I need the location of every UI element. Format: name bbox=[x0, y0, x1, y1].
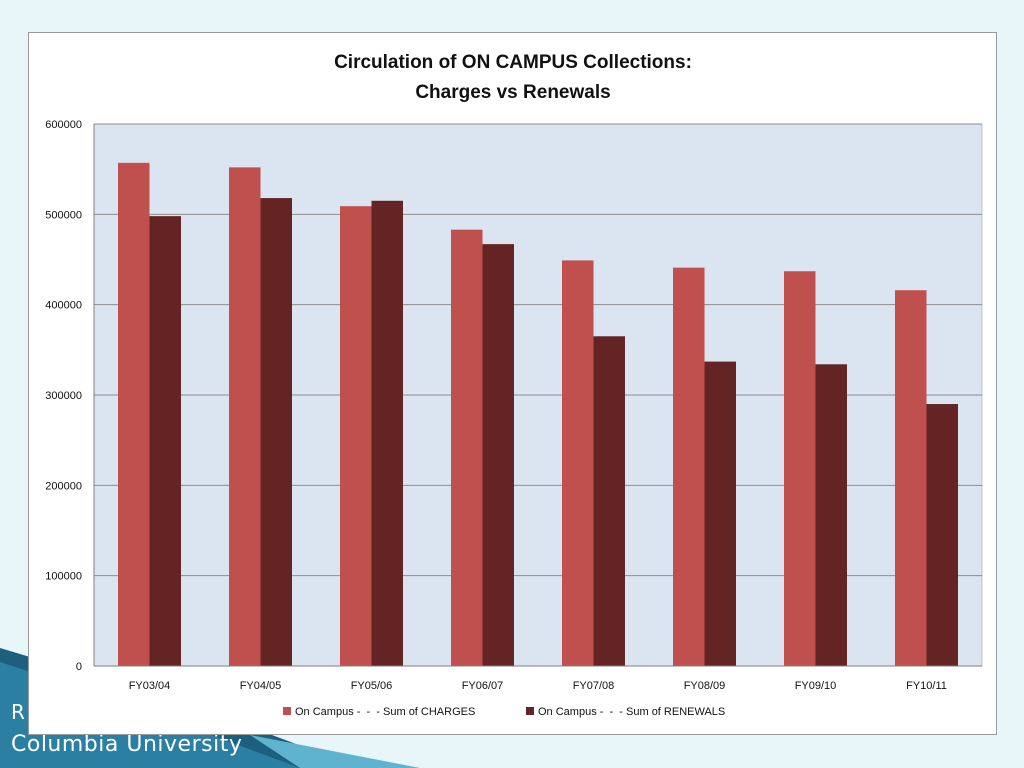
bar-renewals bbox=[815, 364, 847, 666]
bar-charges bbox=[895, 290, 927, 666]
legend-swatch bbox=[526, 707, 534, 715]
y-tick-label: 100000 bbox=[45, 571, 82, 583]
bar-charges bbox=[451, 229, 483, 666]
bar-charges bbox=[784, 271, 816, 666]
footer-organization-text: R bbox=[11, 700, 26, 724]
legend-swatch bbox=[283, 707, 291, 715]
x-tick-label: FY07/08 bbox=[573, 680, 615, 692]
legend-label: On Campus - - - Sum of RENEWALS bbox=[538, 706, 725, 718]
y-tick-label: 300000 bbox=[45, 390, 82, 402]
legend: On Campus - - - Sum of CHARGES On Campus … bbox=[283, 706, 725, 718]
x-tick-label: FY03/04 bbox=[129, 680, 171, 692]
bar-renewals bbox=[260, 198, 292, 666]
footer-swoosh-light bbox=[250, 735, 420, 768]
x-tick-label: FY05/06 bbox=[351, 680, 393, 692]
axes: 0 100000 200000 300000 400000 500000 600000 FY0… bbox=[45, 119, 982, 692]
legend-label: On Campus - - - Sum of CHARGES bbox=[295, 706, 475, 718]
y-tick-label: 400000 bbox=[45, 300, 82, 312]
y-tick-label: 600000 bbox=[45, 119, 82, 131]
bar-renewals bbox=[149, 216, 181, 666]
x-tick-label: FY10/11 bbox=[906, 680, 947, 692]
bars bbox=[118, 162, 958, 667]
x-tick-label: FY08/09 bbox=[684, 680, 726, 692]
bar-renewals bbox=[371, 200, 403, 667]
y-tick-label: 0 bbox=[76, 661, 82, 673]
chart-frame: Circulation of ON CAMPUS Collections: Ch… bbox=[28, 32, 997, 735]
bar-renewals bbox=[926, 404, 958, 666]
x-tick-label: FY09/10 bbox=[795, 680, 837, 692]
bar-renewals bbox=[704, 361, 736, 666]
footer-university-text: Columbia University bbox=[11, 732, 243, 757]
bar-renewals bbox=[593, 336, 625, 666]
bar-charges bbox=[118, 162, 150, 667]
x-tick-label: FY06/07 bbox=[462, 680, 504, 692]
x-tick-label: FY04/05 bbox=[240, 680, 282, 692]
chart-title: Circulation of ON CAMPUS Collections: bbox=[334, 52, 692, 73]
y-tick-label: 200000 bbox=[45, 480, 82, 492]
bar-charges bbox=[229, 167, 261, 667]
bar-charges bbox=[673, 267, 705, 666]
bar-charges bbox=[562, 260, 594, 666]
y-tick-label: 500000 bbox=[45, 209, 82, 221]
bar-chart: Circulation of ON CAMPUS Collections: Ch… bbox=[45, 52, 983, 718]
bar-renewals bbox=[482, 244, 514, 667]
bar-charges bbox=[340, 206, 372, 666]
chart-subtitle: Charges vs Renewals bbox=[415, 82, 610, 103]
